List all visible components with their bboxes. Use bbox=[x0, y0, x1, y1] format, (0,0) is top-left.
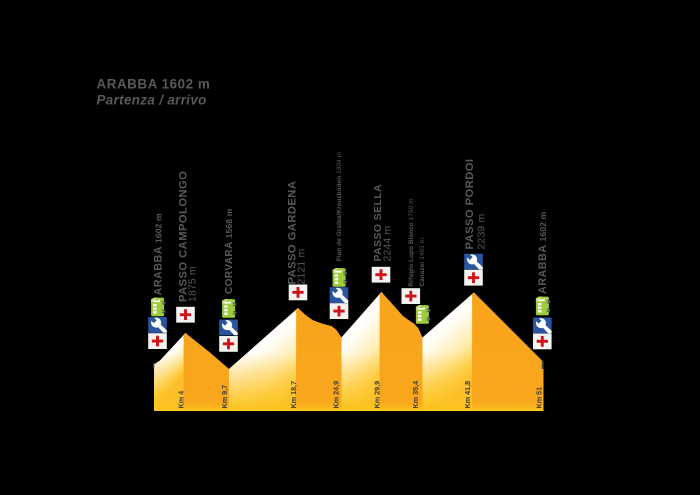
svg-text:2239 m: 2239 m bbox=[477, 214, 488, 250]
svg-text:2121 m: 2121 m bbox=[297, 249, 308, 285]
svg-text:Canazei 1465 m: Canazei 1465 m bbox=[419, 238, 426, 287]
svg-text:Partenza / arrivo: Partenza / arrivo bbox=[97, 92, 207, 107]
svg-text:Rifugio Lupo Bianco 1790 m: Rifugio Lupo Bianco 1790 m bbox=[408, 198, 415, 286]
svg-text:ARABBA 1602 m: ARABBA 1602 m bbox=[153, 213, 165, 296]
svg-text:PASSO SELLA: PASSO SELLA bbox=[373, 184, 384, 262]
svg-text:PASSO GARDENA: PASSO GARDENA bbox=[286, 181, 298, 285]
svg-text:1875 m: 1875 m bbox=[188, 266, 199, 302]
svg-text:PASSO PORDOI: PASSO PORDOI bbox=[464, 159, 476, 250]
svg-text:ARABBA 1602 m: ARABBA 1602 m bbox=[97, 76, 211, 91]
svg-text:Km 35,4: Km 35,4 bbox=[411, 381, 420, 409]
svg-text:Plan de Gralba/Kreuzboden 1804: Plan de Gralba/Kreuzboden 1804 m bbox=[336, 152, 343, 262]
svg-text:Km 24,9: Km 24,9 bbox=[332, 381, 341, 409]
svg-text:Km 4: Km 4 bbox=[177, 391, 186, 409]
svg-text:Km 41,8: Km 41,8 bbox=[463, 381, 472, 409]
svg-text:ARABBA 1602 m: ARABBA 1602 m bbox=[537, 211, 549, 294]
svg-text:Km 18,7: Km 18,7 bbox=[289, 381, 298, 409]
svg-text:Km 51: Km 51 bbox=[535, 387, 544, 409]
svg-text:PASSO CAMPOLONGO: PASSO CAMPOLONGO bbox=[177, 171, 189, 302]
svg-text:CORVARA 1568 m: CORVARA 1568 m bbox=[224, 208, 235, 294]
svg-text:Km 29,9: Km 29,9 bbox=[373, 381, 382, 409]
svg-text:Km 9,7: Km 9,7 bbox=[220, 385, 229, 409]
svg-text:2244 m: 2244 m bbox=[383, 226, 394, 262]
